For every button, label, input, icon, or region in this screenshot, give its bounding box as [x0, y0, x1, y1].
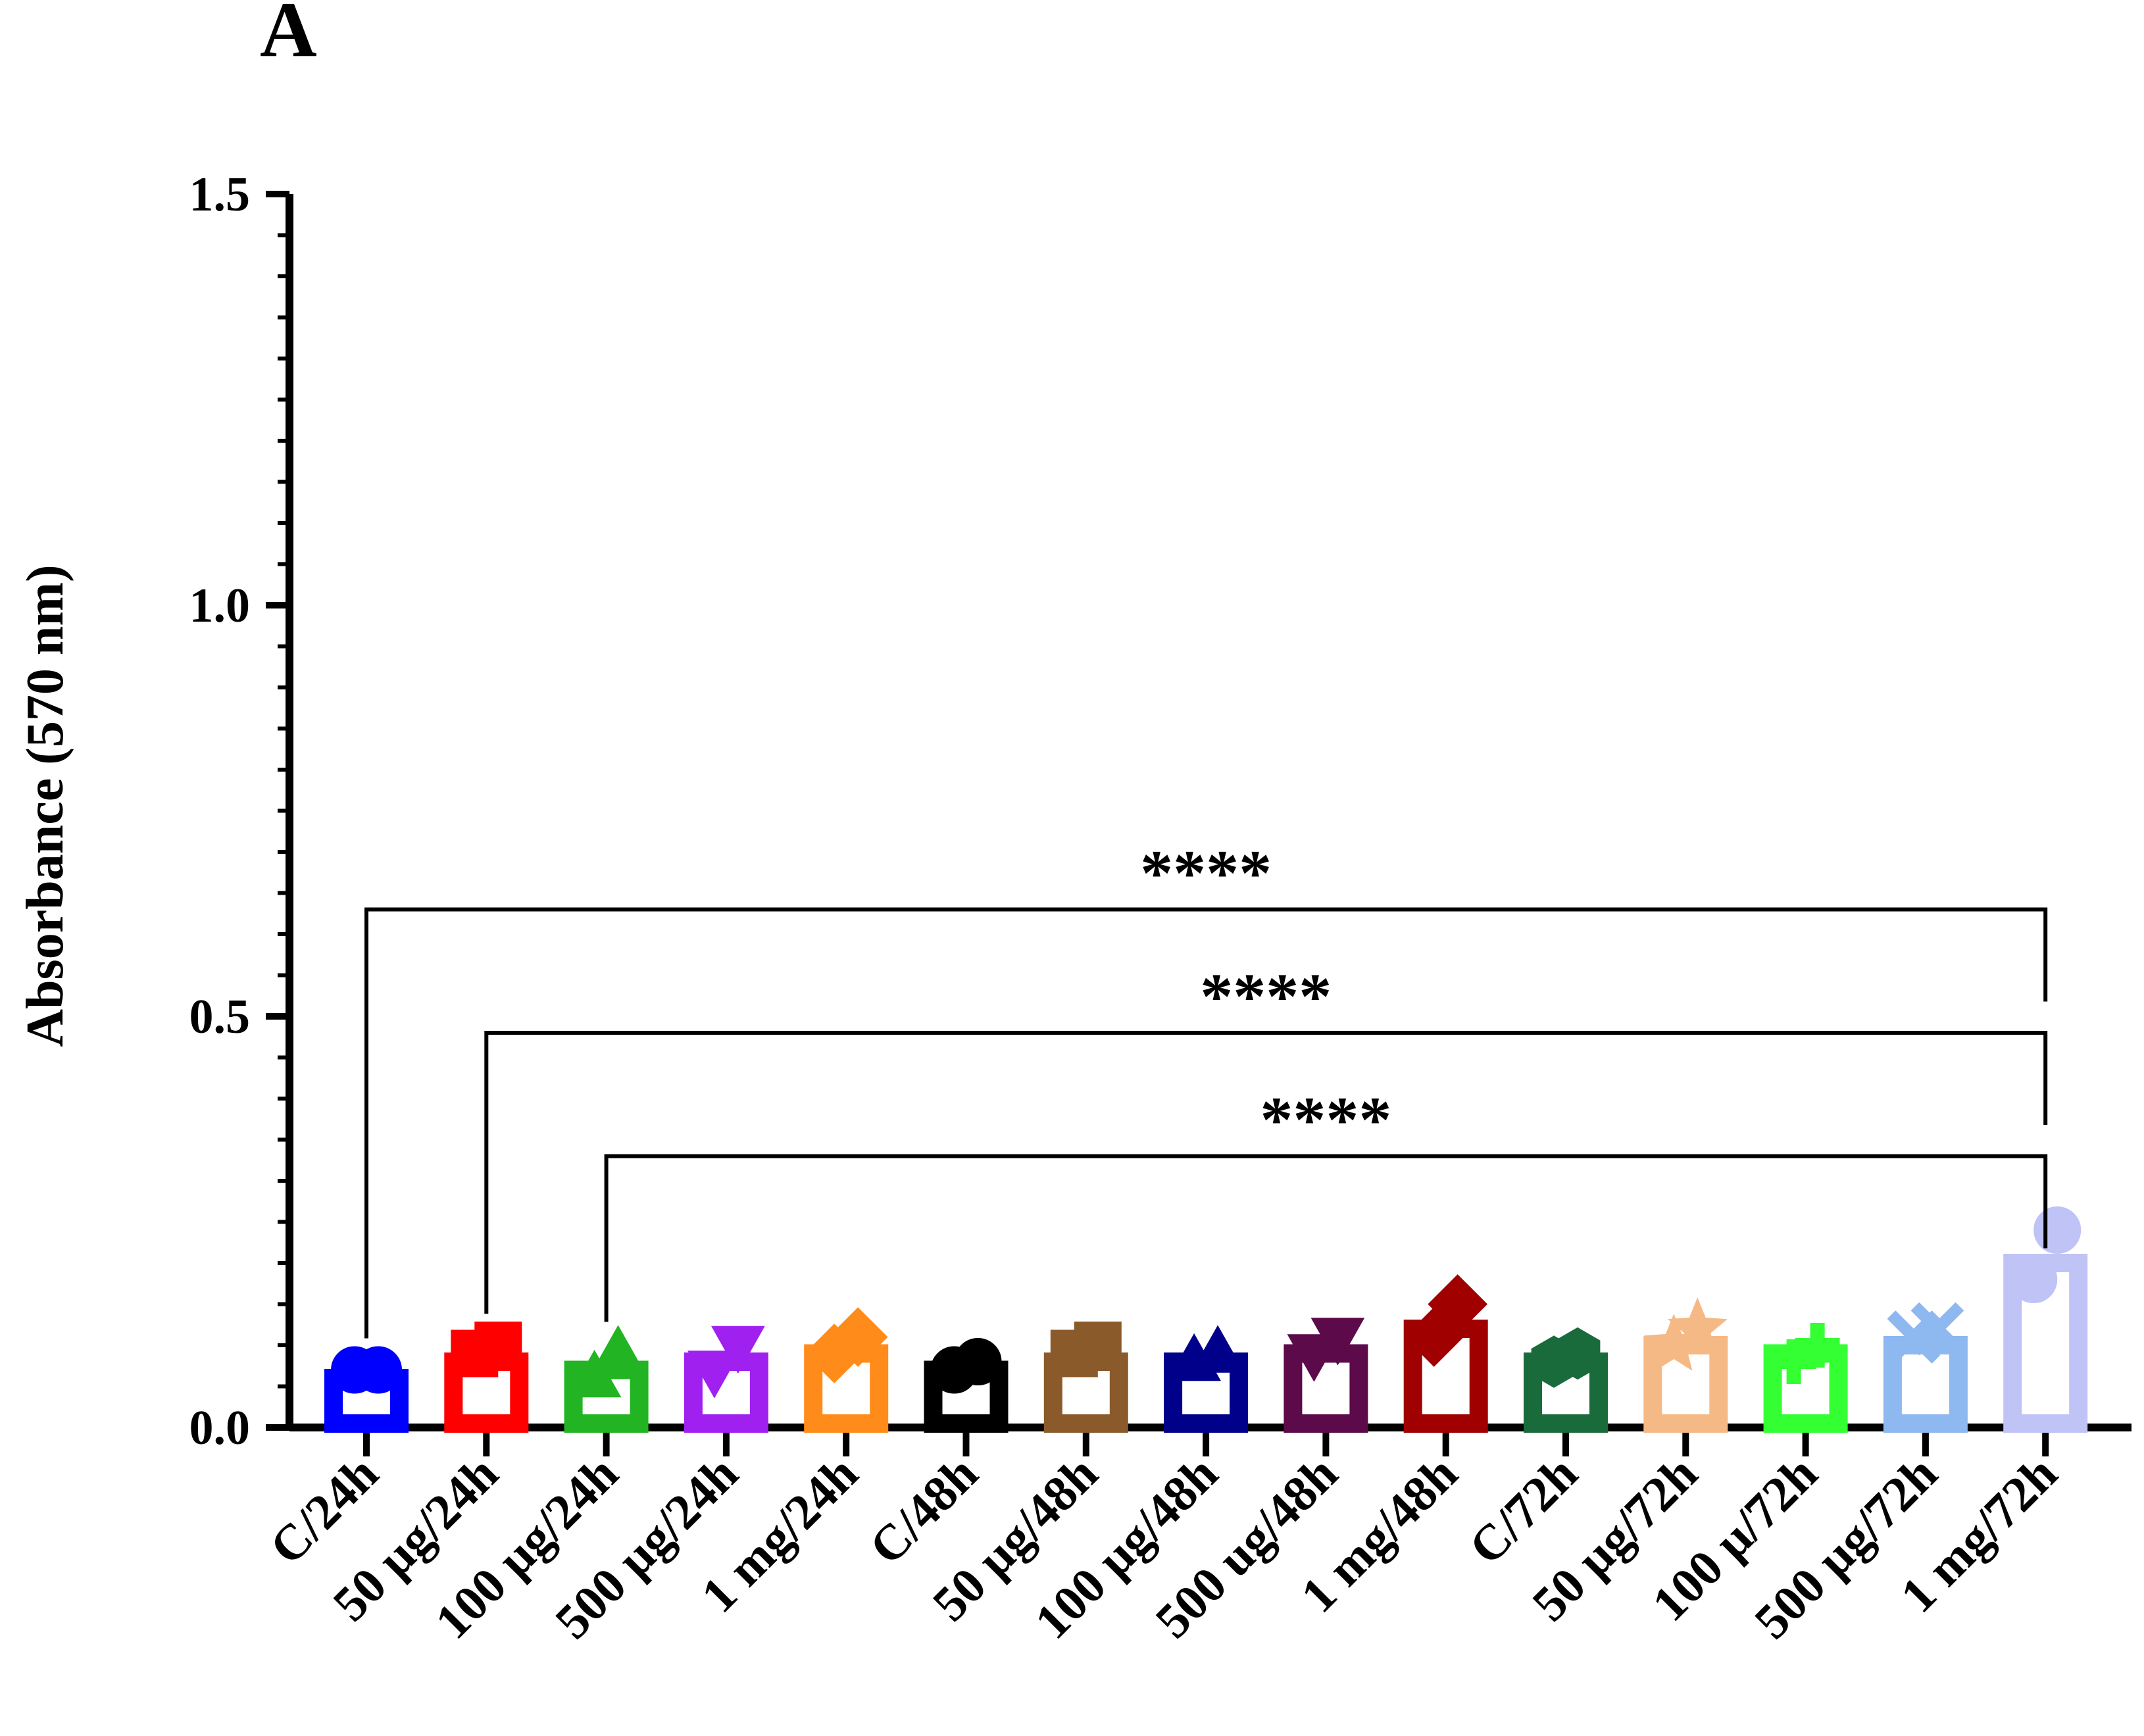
data-point	[1310, 1318, 1365, 1366]
significance-brackets: **** **** ****	[364, 837, 2048, 1339]
y-axis: 0.0 0.5 1.0 1.5	[189, 168, 293, 1455]
data-point	[2033, 1206, 2082, 1254]
data-point	[474, 1322, 522, 1369]
data-point	[1191, 1325, 1245, 1373]
significance-label: ****	[1260, 1083, 1391, 1156]
data-point	[954, 1338, 1002, 1385]
significance-label: ****	[1140, 837, 1272, 910]
y-axis-label: Absorbance (570 nm)	[16, 564, 74, 1047]
significance-bracket	[484, 1031, 2048, 1314]
data-point	[687, 1351, 741, 1399]
significance-bracket	[604, 1154, 2048, 1322]
data-points	[331, 1206, 2082, 1399]
y-tick-label: 1.0	[189, 579, 251, 633]
data-point	[567, 1349, 622, 1398]
data-point	[1555, 1327, 1601, 1380]
data-point	[1667, 1297, 1728, 1354]
bars	[324, 1254, 2088, 1433]
data-point	[2010, 1256, 2058, 1303]
significance-bracket	[364, 907, 2048, 1339]
data-point	[1771, 1339, 1816, 1384]
data-point	[591, 1325, 645, 1373]
data-point	[1428, 1274, 1488, 1334]
data-point	[1910, 1302, 1964, 1356]
data-point	[711, 1326, 765, 1374]
data-point	[828, 1307, 888, 1367]
data-point	[1287, 1334, 1341, 1382]
y-tick-label: 0.5	[189, 990, 251, 1044]
y-tick-label: 0.0	[189, 1401, 251, 1455]
y-tick-label: 1.5	[189, 168, 251, 222]
data-point	[355, 1346, 402, 1394]
data-point	[1795, 1323, 1840, 1368]
data-point	[1074, 1322, 1122, 1369]
panel-label: A	[260, 0, 317, 73]
bar	[1284, 1344, 1368, 1433]
significance-label: ****	[1200, 960, 1332, 1033]
